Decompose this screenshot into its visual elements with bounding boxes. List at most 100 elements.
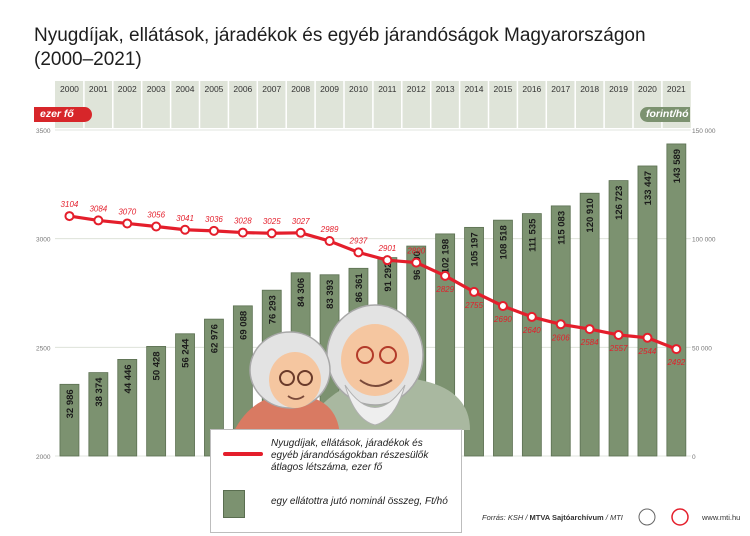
line-point xyxy=(440,270,451,281)
bar-value-label: 62 976 xyxy=(209,324,220,353)
line-value-label: 3028 xyxy=(234,217,252,226)
line-point xyxy=(584,324,595,335)
bar-value-label: 120 910 xyxy=(585,198,596,232)
line-point xyxy=(93,215,104,226)
line-value-label: 3027 xyxy=(292,217,310,226)
mti-logo xyxy=(671,508,689,526)
line-point xyxy=(382,255,393,266)
title-line-2: (2000–2021) xyxy=(34,49,142,70)
bar xyxy=(550,205,571,457)
line-value-label: 2606 xyxy=(551,333,570,342)
bar xyxy=(493,219,513,457)
bar xyxy=(59,383,80,457)
line-point xyxy=(208,225,219,236)
year-tick-label: 2016 xyxy=(522,84,541,94)
chart-title: Nyugdíjak, ellátások, járadékok és egyéb… xyxy=(34,24,734,72)
bar xyxy=(88,372,109,457)
bar-value-label: 102 198 xyxy=(441,239,452,273)
line-value-label: 2640 xyxy=(522,326,541,335)
bar xyxy=(146,346,167,457)
right-axis-tick-label: 0 xyxy=(692,454,696,461)
bar xyxy=(666,143,687,457)
bar-value-label: 50 428 xyxy=(152,351,163,380)
source-prefix: Forrás: KSH / xyxy=(482,513,530,522)
right-axis-unit-badge: forint/hó xyxy=(640,107,690,122)
line-value-label: 2901 xyxy=(377,244,396,253)
line-value-label: 3025 xyxy=(263,217,281,226)
bar-value-label: 126 723 xyxy=(614,186,625,220)
bar xyxy=(464,226,484,457)
bar-value-label: 108 518 xyxy=(498,225,509,259)
line-point xyxy=(64,211,75,222)
left-axis-tick-label: 2500 xyxy=(36,345,51,352)
year-tick-label: 2001 xyxy=(89,84,108,94)
line-point xyxy=(295,227,306,238)
bar-value-label: 56 244 xyxy=(181,338,192,368)
line-point xyxy=(180,224,191,235)
left-axis-tick-label: 2000 xyxy=(36,454,51,461)
bar-value-label: 111 535 xyxy=(527,218,538,252)
line-point xyxy=(353,247,364,258)
legend-bar-swatch xyxy=(223,490,245,518)
line-value-label: 2937 xyxy=(349,236,368,245)
line-point xyxy=(324,236,335,247)
bar-value-label: 105 197 xyxy=(470,232,481,266)
year-tick-label: 2002 xyxy=(118,84,137,94)
line-value-label: 2584 xyxy=(580,338,599,347)
bar xyxy=(117,359,138,457)
line-value-label: 2989 xyxy=(320,225,339,234)
line-value-label: 3070 xyxy=(118,207,136,216)
year-tick-label: 2020 xyxy=(638,84,657,94)
line-value-label: 3041 xyxy=(176,214,194,223)
line-point xyxy=(411,257,422,268)
line-point xyxy=(613,329,624,340)
year-tick-label: 2006 xyxy=(233,84,252,94)
year-tick-label: 2003 xyxy=(147,84,166,94)
source-archive: MTVA Sajtóarchívum xyxy=(529,513,604,522)
year-tick-label: 2015 xyxy=(493,84,512,94)
line-value-label: 2829 xyxy=(435,285,454,294)
line-value-label: 3056 xyxy=(147,210,165,219)
line-value-label: 2492 xyxy=(666,358,685,367)
year-tick-label: 2008 xyxy=(291,84,310,94)
right-axis-tick-label: 100 000 xyxy=(692,237,716,244)
line-value-label: 2544 xyxy=(638,347,657,356)
bar xyxy=(521,213,542,457)
elderly-couple-illustration xyxy=(230,304,470,440)
year-tick-label: 2007 xyxy=(262,84,281,94)
bar-value-label: 86 361 xyxy=(354,273,365,303)
line-point xyxy=(642,332,653,343)
legend: Nyugdíjak, ellátások, járadékok és egyéb… xyxy=(210,429,462,533)
line-point xyxy=(469,286,480,297)
year-tick-label: 2011 xyxy=(378,84,397,94)
title-line-1: Nyugdíjak, ellátások, járadékok és egyéb… xyxy=(34,25,646,46)
bar-value-label: 76 293 xyxy=(267,295,278,324)
line-point xyxy=(555,319,566,330)
year-tick-label: 2012 xyxy=(407,84,426,94)
left-axis-tick-label: 3500 xyxy=(36,128,51,135)
right-axis-tick-label: 150 000 xyxy=(692,128,716,135)
year-tick-label: 2019 xyxy=(609,84,628,94)
line-value-label: 3084 xyxy=(89,204,107,213)
line-point xyxy=(122,218,133,229)
line-value-label: 3036 xyxy=(205,215,223,224)
line-point xyxy=(237,227,248,238)
line-point xyxy=(497,301,508,312)
bar-value-label: 44 446 xyxy=(123,364,134,393)
source-suffix: / MTI xyxy=(603,513,623,522)
left-axis-unit-badge: ezer fő xyxy=(34,107,92,122)
year-tick-label: 2004 xyxy=(176,84,195,94)
bar-value-label: 143 589 xyxy=(672,149,683,183)
bar xyxy=(637,165,658,457)
legend-line-swatch xyxy=(223,452,263,456)
line-point xyxy=(671,344,682,355)
year-tick-label: 2010 xyxy=(349,84,368,94)
line-value-label: 2690 xyxy=(493,315,512,324)
line-point xyxy=(151,221,162,232)
year-tick-label: 2018 xyxy=(580,84,599,94)
line-value-label: 3104 xyxy=(61,200,79,209)
left-axis-tick-label: 3000 xyxy=(36,237,51,244)
bar-value-label: 69 088 xyxy=(238,311,249,340)
line-value-label: 2890 xyxy=(406,247,425,256)
